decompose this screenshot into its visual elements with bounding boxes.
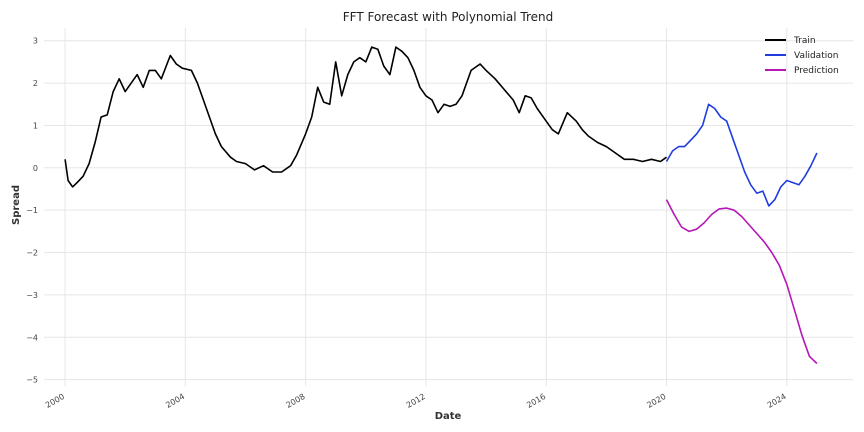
y-tick-label-3: 0: [33, 164, 38, 173]
y-axis-label: Spread: [11, 185, 22, 225]
series-line-prediction: [665, 199, 818, 365]
series-line-validation: [665, 103, 818, 207]
grid: [44, 28, 853, 386]
legend-label-validation: Validation: [794, 51, 838, 61]
x-axis-ticks: 2000 2004 2008 2012 2016 2020 2024: [44, 392, 788, 410]
x-tick-label-2016: 2016: [525, 392, 547, 410]
legend-label-train: Train: [793, 36, 816, 46]
x-tick-label-2000: 2000: [44, 392, 66, 410]
x-tick-label-2012: 2012: [405, 392, 427, 410]
chart-title: FFT Forecast with Polynomial Trend: [343, 10, 554, 24]
y-tick-label-7: −4: [26, 333, 38, 342]
y-tick-label-0: 3: [33, 37, 38, 46]
legend-label-prediction: Prediction: [794, 66, 839, 76]
y-tick-label-2: 1: [33, 121, 38, 130]
legend: Train Validation Prediction: [765, 36, 839, 76]
series-line-train: [64, 46, 667, 188]
y-tick-label-8: −5: [26, 376, 38, 385]
y-tick-label-4: −1: [26, 206, 38, 215]
x-tick-label-2020: 2020: [645, 392, 667, 410]
y-tick-label-6: −3: [26, 291, 38, 300]
x-tick-label-2008: 2008: [285, 392, 307, 410]
series-layer: [64, 46, 818, 365]
x-tick-label-2024: 2024: [766, 392, 788, 410]
y-tick-label-1: 2: [33, 79, 38, 88]
y-axis-ticks: 3 2 1 0 −1 −2 −3 −4 −5: [26, 37, 38, 385]
x-tick-label-2004: 2004: [164, 392, 186, 410]
x-axis-label: Date: [435, 411, 462, 422]
y-tick-label-5: −2: [26, 249, 38, 258]
